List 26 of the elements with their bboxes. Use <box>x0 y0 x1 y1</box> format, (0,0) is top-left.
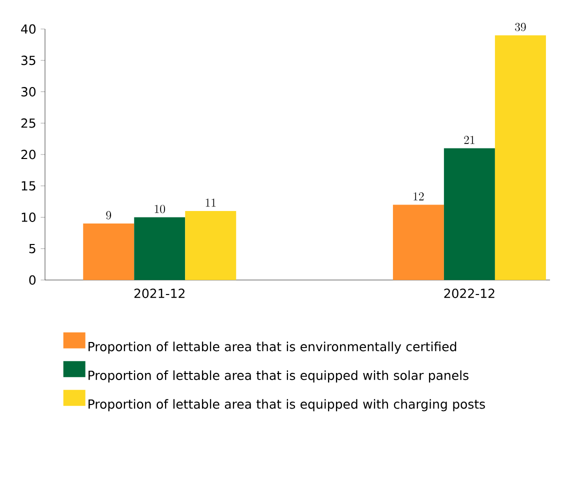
legend-label: Proportion of lettable area that is environmentally certified <box>88 342 456 354</box>
y-tick-label: 0 <box>29 275 36 285</box>
y-tick-label: 5 <box>29 244 36 254</box>
y-tick-label: 30 <box>21 87 36 96</box>
data-label: 12 <box>414 192 424 200</box>
bar <box>392 204 444 280</box>
data-label: 10 <box>154 204 166 214</box>
data-label: 21 <box>464 136 474 144</box>
data-label: 9 <box>106 211 112 220</box>
y-tick-label: 40 <box>21 24 36 34</box>
x-tick-label: 2021-12 <box>134 288 184 298</box>
data-label: 11 <box>206 198 216 207</box>
x-tick-label: 2022-12 <box>444 288 494 298</box>
legend-label: Proportion of lettable area that is equipped with charging posts <box>88 399 485 412</box>
y-tick-label: 20 <box>21 150 36 160</box>
y-tick-label: 25 <box>21 118 36 128</box>
bar <box>444 148 495 280</box>
y-tick-label: 10 <box>22 212 36 222</box>
legend-label: Proportion of lettable area that is equipped with solar panels <box>88 370 468 383</box>
bar <box>185 210 236 280</box>
y-tick-label: 15 <box>22 181 36 191</box>
bar <box>494 35 546 280</box>
data-label: 39 <box>515 22 526 32</box>
bar <box>83 224 134 280</box>
bar <box>134 217 186 280</box>
y-tick-label: 35 <box>21 56 36 66</box>
